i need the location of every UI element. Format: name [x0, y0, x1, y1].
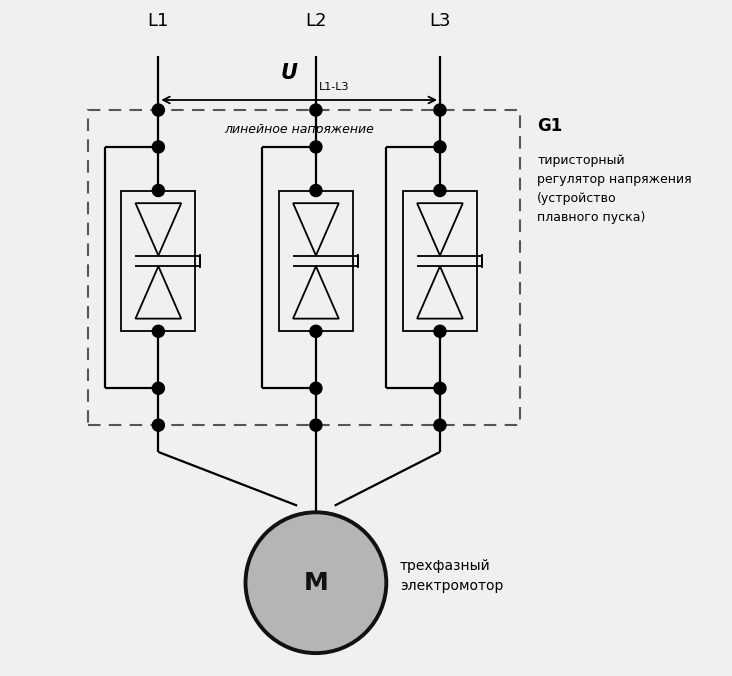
Circle shape — [310, 141, 322, 153]
Circle shape — [152, 141, 165, 153]
Bar — [279, 191, 353, 331]
Circle shape — [434, 104, 446, 116]
Circle shape — [434, 325, 446, 337]
Circle shape — [434, 185, 446, 197]
Text: L1: L1 — [148, 11, 169, 30]
Circle shape — [310, 185, 322, 197]
Text: M: M — [304, 571, 328, 595]
Circle shape — [245, 512, 386, 653]
Bar — [122, 191, 195, 331]
Text: L3: L3 — [429, 11, 451, 30]
Circle shape — [310, 419, 322, 431]
Circle shape — [310, 104, 322, 116]
Bar — [403, 191, 477, 331]
Text: тиристорный
регулятор напряжения
(устройство
плавного пуска): тиристорный регулятор напряжения (устрой… — [537, 153, 692, 224]
Circle shape — [310, 325, 322, 337]
Text: L2: L2 — [305, 11, 326, 30]
Circle shape — [434, 382, 446, 394]
Circle shape — [310, 382, 322, 394]
Circle shape — [152, 104, 165, 116]
Bar — [88, 110, 520, 425]
Circle shape — [152, 382, 165, 394]
Text: L1-L3: L1-L3 — [319, 82, 350, 92]
Circle shape — [152, 419, 165, 431]
Text: трехфазный
электромотор: трехфазный электромотор — [400, 558, 503, 594]
Text: U: U — [280, 64, 298, 83]
Circle shape — [434, 141, 446, 153]
Circle shape — [434, 419, 446, 431]
Circle shape — [152, 325, 165, 337]
Text: G1: G1 — [537, 117, 562, 135]
Text: линейное напряжение: линейное напряжение — [224, 124, 374, 137]
Circle shape — [152, 185, 165, 197]
